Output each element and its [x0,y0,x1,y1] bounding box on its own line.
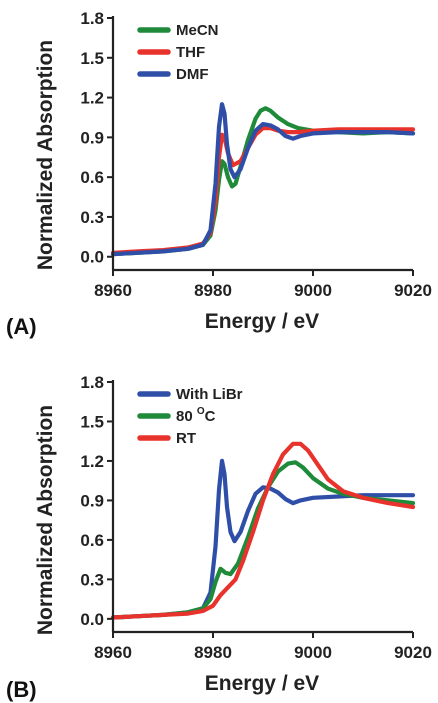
panel-b-y-tick-label: 1.2 [80,452,104,471]
panel-a-legend-label-0: MeCN [176,22,219,39]
panel-a-legend-label-2: DMF [176,66,209,83]
panel-a-y-tick-label: 1.2 [80,89,104,108]
panel-a-y-tick-label: 1.5 [80,49,104,68]
panel-b-series-line-0 [110,458,416,620]
panel-a-plot-area: 0.0 0.3 0.6 0.9 1.2 1.5 1.8 8960 8980 9000 9020 [80,9,432,300]
panel-a-label: (A) [6,314,37,339]
panel-a-x-tick-label: 9020 [394,281,432,300]
panel-b-y-tick-label: 0.3 [80,570,104,589]
panel-b-series-line-1 [110,460,416,620]
panel-b-y-tick-label: 1.5 [80,412,104,431]
panel-b-legend-label-1: 80 OC [176,406,216,425]
panel-a-y-tick-label: 0.9 [80,128,104,147]
panel-a-y-tick-label: 0.6 [80,168,104,187]
panel-b-y-tick-label: 1.8 [80,373,104,392]
panel-a-x-tick-label: 9000 [294,281,332,300]
panel-b-legend: With LiBr 80 OC RT [137,386,243,447]
panel-a-y-tick-label: 0.3 [80,208,104,227]
panel-b-x-tick-label: 9020 [394,643,432,662]
panel-a-legend-label-1: THF [176,44,205,61]
panel-b-legend-label-0: With LiBr [176,386,243,403]
panel-a-x-tick-label: 8960 [94,281,132,300]
panel-b-legend-label-2: RT [176,430,196,447]
panel-b-x-tick-label: 9000 [294,643,332,662]
panel-b-y-tick-label: 0.9 [80,491,104,510]
panel-b-label: (B) [6,677,37,702]
panel-b-y-tick-label: 0.6 [80,531,104,550]
panel-b-x-tick-label: 8980 [194,643,232,662]
panel-b-series-line-2 [110,441,416,620]
panel-b-y-axis-title: Normalized Absorption [34,405,57,635]
panel-a-y-tick-label: 1.8 [80,9,104,28]
panel-b-x-tick-label: 8960 [94,643,132,662]
panel-a-legend: MeCN THF DMF [137,22,219,83]
panel-a: 0.0 0.3 0.6 0.9 1.2 1.5 1.8 8960 8980 9000 9020 Me… [6,9,432,339]
panel-b: 0.0 0.3 0.6 0.9 1.2 1.5 1.8 8960 8980 9000 9020 Wi… [6,373,432,702]
panel-a-series-line-2 [110,102,416,257]
panel-b-x-axis-title: Energy / eV [205,672,319,695]
panel-a-x-tick-label: 8980 [194,281,232,300]
panel-a-series-line-1 [110,126,416,255]
panel-b-plot-area: 0.0 0.3 0.6 0.9 1.2 1.5 1.8 8960 8980 9000 9020 [80,373,432,662]
panel-b-y-tick-label: 0.0 [80,610,104,629]
panel-a-y-axis-title: Normalized Absorption [34,40,57,270]
panel-a-y-tick-label: 0.0 [80,248,104,267]
panel-a-x-axis-title: Energy / eV [205,310,319,333]
